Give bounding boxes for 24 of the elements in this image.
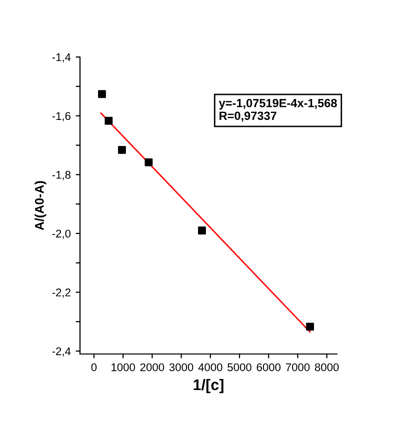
y-tick-label: -1,4 [52, 53, 71, 62]
y-tick-label: -2,0 [52, 230, 71, 239]
x-tick-label: 1000 [112, 363, 135, 372]
y-tick-label: -1,6 [52, 112, 70, 122]
point [104, 116, 113, 125]
x-tick-label: 6000 [256, 363, 281, 372]
point [198, 226, 206, 234]
point [144, 158, 153, 166]
x-tick-label: 2000 [140, 363, 164, 372]
annotation: y=-1,07519E-4x-1,568 R=0,97337 [218, 98, 337, 122]
y-tick-label: -2,4 [52, 347, 71, 357]
x-tick-label: 3000 [169, 363, 194, 372]
x-tick-label: 4000 [198, 363, 222, 372]
point [98, 90, 106, 98]
y-axis-title: A/(A0-A) [34, 181, 46, 230]
y-tick-label: -2,2 [52, 288, 70, 298]
x-tick-label: 7000 [286, 363, 310, 372]
point [118, 146, 126, 154]
x-tick-label: 8000 [314, 363, 339, 372]
y-tick-label: -1,8 [52, 170, 70, 180]
point [306, 322, 314, 331]
x-axis-title: 1/[c] [194, 378, 224, 394]
x-tick-label: 5000 [228, 363, 252, 372]
x-tick-label: 0 [91, 363, 97, 372]
